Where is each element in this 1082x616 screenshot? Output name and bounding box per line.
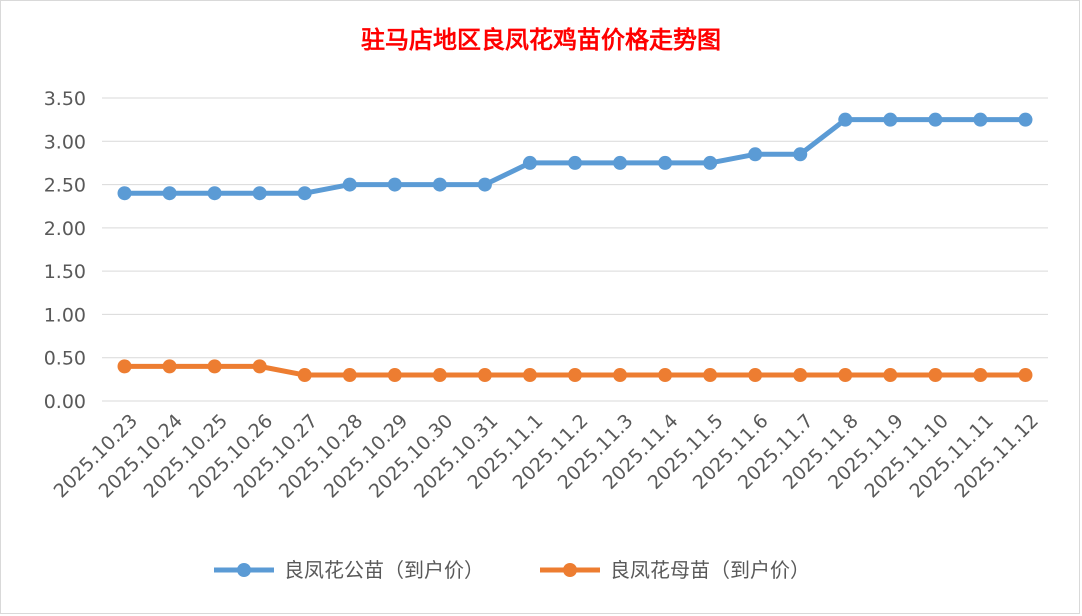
data-point [703,368,718,383]
data-point [387,177,402,192]
data-point [973,112,988,127]
y-tick-label: 2.00 [44,218,86,240]
data-point [432,368,447,383]
chart-title: 驻马店地区良凤花鸡苗价格走势图 [361,25,721,54]
legend-swatch-marker [237,563,251,577]
data-point [928,112,943,127]
data-point [432,177,447,192]
data-point [1018,112,1033,127]
data-point [1018,368,1033,383]
data-point [477,177,492,192]
legend-item: 良凤花公苗（到户价） [214,558,484,582]
data-point [297,368,312,383]
data-point [568,368,582,383]
data-point [658,368,673,383]
data-point [613,155,628,170]
data-point [207,186,222,201]
data-point [342,368,357,383]
legend-swatch-marker [563,563,577,577]
data-point [793,147,808,162]
data-point [928,368,943,383]
legend-item: 良凤花母苗（到户价） [540,558,810,582]
series-layer [117,112,1033,383]
grid-lines [102,97,1048,402]
x-axis-ticks: 2025.10.232025.10.242025.10.252025.10.26… [50,410,1043,502]
y-tick-label: 1.00 [44,304,86,326]
series-1 [117,112,1033,201]
data-point [477,368,492,383]
data-point [748,147,763,162]
data-point [162,359,177,374]
data-point [973,368,988,383]
data-point [117,186,132,201]
data-point [207,359,222,374]
data-point [748,368,763,383]
data-point [252,359,267,374]
data-point [838,112,853,127]
data-point [613,368,628,383]
data-point [117,359,132,374]
data-point [342,177,357,192]
y-axis-ticks: 0.00 0.50 1.00 1.50 2.00 2.50 3.00 3.50 [44,88,86,413]
y-tick-label: 2.50 [44,175,86,197]
data-point [387,368,402,383]
data-point [522,368,537,383]
legend-label: 良凤花公苗（到户价） [284,558,484,582]
legend-label: 良凤花母苗（到户价） [610,558,810,582]
data-point [658,155,673,170]
y-tick-label: 0.50 [44,348,86,370]
data-point [252,186,267,201]
y-tick-label: 0.00 [44,391,86,413]
series-2 [117,359,1033,383]
data-point [568,155,582,170]
data-point [793,368,808,383]
data-point [838,368,853,383]
y-tick-label: 3.50 [44,88,86,110]
legend: 良凤花公苗（到户价） 良凤花母苗（到户价） [214,558,810,582]
data-point [883,112,898,127]
data-point [883,368,898,383]
data-point [162,186,177,201]
y-tick-label: 3.00 [44,131,86,153]
data-point [297,186,312,201]
data-point [522,155,537,170]
data-point [703,155,718,170]
y-tick-label: 1.50 [44,261,86,283]
